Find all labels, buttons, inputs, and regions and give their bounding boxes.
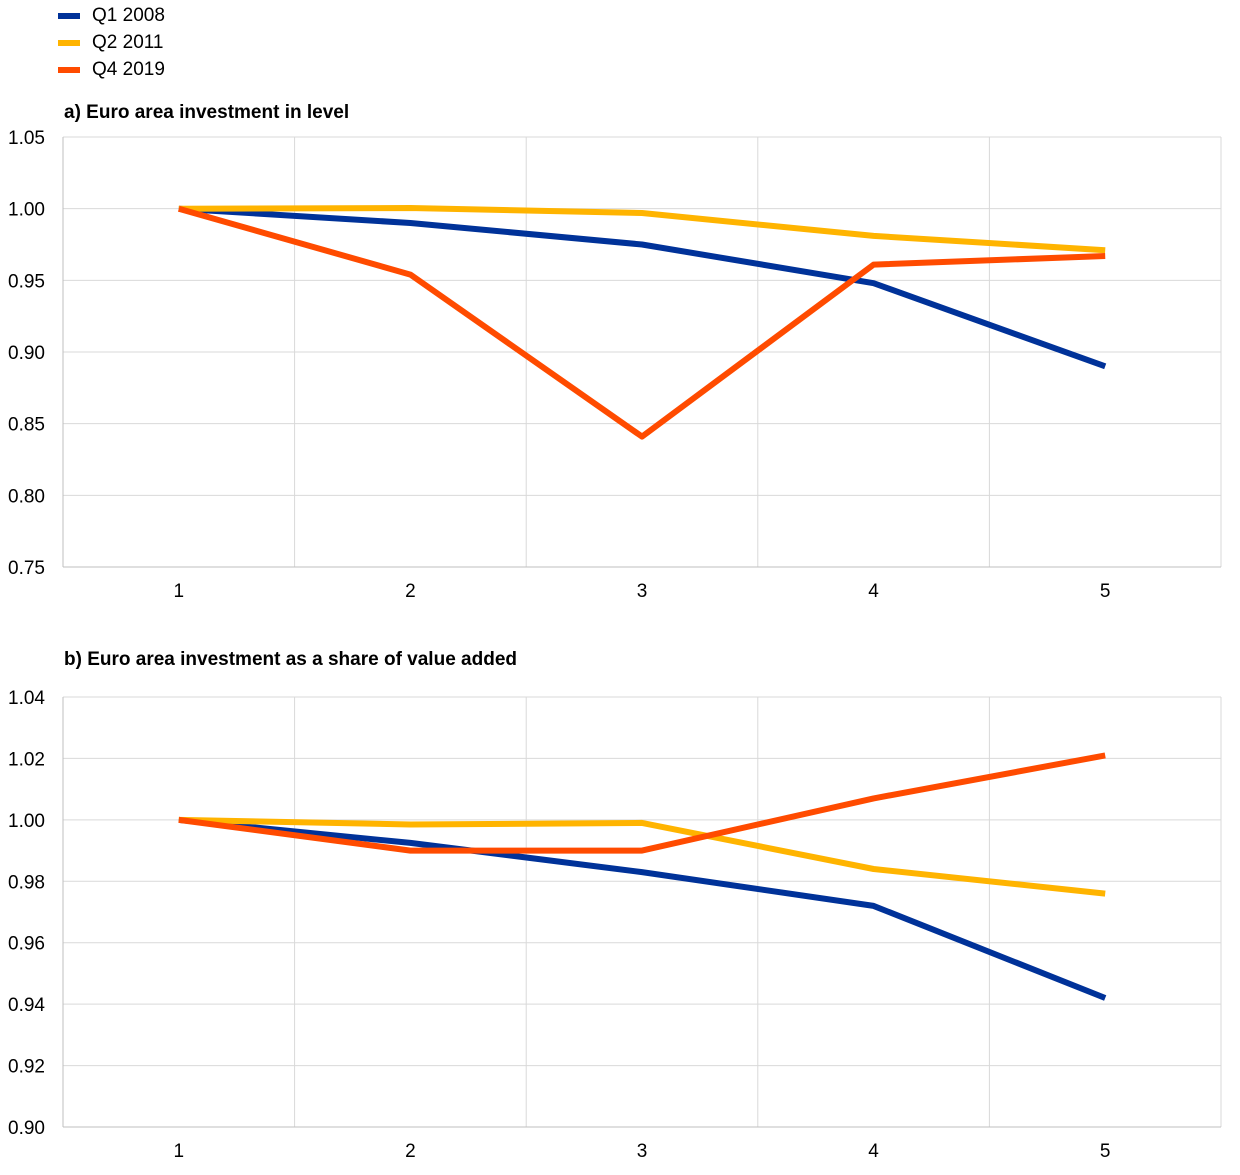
y-tick-label-b-3: 0.96: [8, 934, 45, 955]
series-line-a-q1-2008: [178, 205, 1107, 370]
legend-item-q1-2008: Q1 2008: [58, 2, 165, 29]
y-tick-label-b-4: 0.98: [8, 872, 45, 893]
y-tick-label-b-6: 1.02: [8, 749, 45, 770]
x-tick-label-a-0: 1: [174, 581, 185, 602]
legend-item-q2-2011: Q2 2011: [58, 29, 165, 56]
legend-swatch-q4-2019: [58, 66, 80, 73]
x-tick-label-b-1: 2: [405, 1141, 416, 1162]
series-line-b-q2-2011: [178, 816, 1106, 897]
series-line-b-q1-2008: [178, 816, 1107, 1001]
y-tick-label-b-1: 0.92: [8, 1057, 45, 1078]
x-tick-label-a-3: 4: [868, 581, 879, 602]
y-tick-label-b-0: 0.90: [8, 1118, 45, 1139]
x-tick-label-b-3: 4: [868, 1141, 879, 1162]
chart-a: 0.75 0.80 0.85 0.90 0.95 1.00 1.05 1 2 3 4 5: [8, 128, 1222, 602]
x-tick-label-b-0: 1: [174, 1141, 185, 1162]
legend-label-q4-2019: Q4 2019: [92, 58, 165, 80]
series-line-b-q4-2019: [178, 752, 1106, 854]
series-line-a-q4-2019: [177, 205, 1106, 440]
y-tick-label-a-1: 0.80: [8, 486, 45, 507]
y-tick-label-a-6: 1.05: [8, 128, 45, 149]
legend-label-q1-2008: Q1 2008: [92, 4, 165, 26]
y-tick-label-a-2: 0.85: [8, 415, 45, 436]
legend: Q1 2008 Q2 2011 Q4 2019: [58, 2, 165, 83]
series-line-a-q2-2011: [178, 205, 1106, 254]
legend-item-q4-2019: Q4 2019: [58, 56, 165, 83]
panel-a-title: a) Euro area investment in level: [64, 102, 350, 123]
x-tick-label-b-4: 5: [1100, 1141, 1111, 1162]
panel-b-title: b) Euro area investment as a share of va…: [64, 649, 517, 670]
legend-swatch-q2-2011: [58, 39, 80, 46]
y-tick-label-b-5: 1.00: [8, 811, 45, 832]
x-tick-label-a-1: 2: [405, 581, 416, 602]
y-tick-label-a-4: 0.95: [8, 271, 45, 292]
y-tick-label-b-2: 0.94: [8, 995, 45, 1016]
x-tick-label-a-4: 5: [1100, 581, 1111, 602]
legend-swatch-q1-2008: [58, 12, 80, 19]
x-tick-label-a-2: 3: [637, 581, 648, 602]
y-tick-label-a-3: 0.90: [8, 343, 45, 364]
chart-b: 0.90 0.92 0.94 0.96 0.98 1.00 1.02 1.04 1 2 3 4 5: [8, 688, 1222, 1162]
legend-label-q2-2011: Q2 2011: [92, 31, 164, 53]
y-tick-label-a-0: 0.75: [8, 558, 45, 579]
x-tick-label-b-2: 3: [637, 1141, 648, 1162]
y-tick-label-a-5: 1.00: [8, 200, 45, 221]
y-tick-label-b-7: 1.04: [8, 688, 45, 709]
